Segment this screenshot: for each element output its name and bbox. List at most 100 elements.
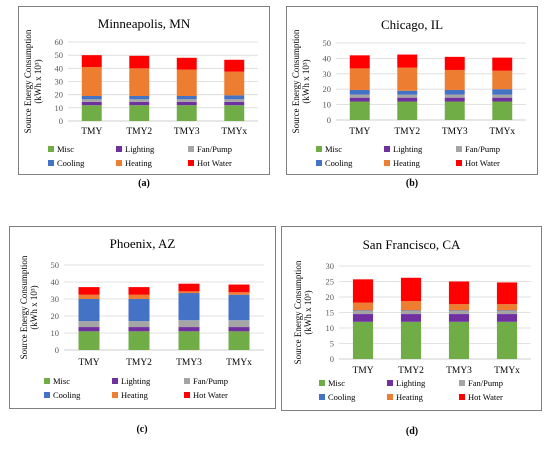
y-axis-label-line: Source Energy Consumption — [293, 260, 303, 364]
x-category-label: TMYx — [494, 366, 520, 376]
chart-title: San Francisco, CA — [363, 237, 461, 252]
chart-san-francisco: San Francisco, CA 0 5 10 15 20 25 30 Source Ener… — [293, 237, 531, 402]
bar-segment-misc — [397, 101, 418, 120]
bar-segment-hotwater — [178, 283, 200, 292]
bar-segment-cooling — [400, 310, 422, 311]
chart-frame — [9, 226, 276, 409]
y-axis-label: Source Energy Consumption(kWh x 10³) — [23, 29, 43, 133]
legend-label-cooling: Cooling — [53, 390, 81, 400]
bar-segment-lighting — [224, 101, 245, 106]
chart-phoenix: Phoenix, AZ 0 10 20 30 40 50 Source Energy Cons… — [19, 236, 264, 400]
legend-swatch-misc — [316, 146, 322, 152]
y-tick-label: 20 — [51, 311, 60, 321]
bar-segment-hotwater — [78, 287, 100, 295]
legend-label-heating: Heating — [125, 158, 153, 168]
y-axis-label: Source Energy Consumption(kWh x 10³) — [293, 260, 313, 364]
caption-a: (a) — [138, 178, 150, 189]
bar-segment-cooling — [448, 310, 470, 311]
y-tick-label: 20 — [326, 292, 335, 302]
bar-segment-misc — [129, 105, 150, 121]
y-tick-label: 0 — [55, 345, 59, 355]
bar-segment-misc — [128, 331, 150, 350]
bar-segment-hotwater — [176, 57, 197, 70]
legend-swatch-fanpump — [459, 380, 465, 386]
bar-segment-lighting — [178, 327, 200, 332]
bar-segment-heating — [128, 294, 150, 299]
bar-segment-heating — [228, 292, 250, 295]
chart-chicago: Chicago, IL 0 10 20 30 40 50 Source Energy Cons… — [291, 17, 526, 168]
x-category-label: TMY2 — [126, 127, 152, 137]
bar-segment-fanpump — [129, 99, 150, 102]
chart-panel-b: Chicago, IL 0 10 20 30 40 50 Source Energy Cons… — [286, 6, 538, 175]
bar-segment-heating — [492, 70, 513, 90]
chart-title: Chicago, IL — [381, 17, 443, 32]
legend-swatch-heating — [384, 160, 390, 166]
caption-b: (b) — [405, 178, 419, 189]
bar-segment-heating — [397, 67, 418, 91]
legend-label-misc: Misc — [57, 144, 74, 154]
legend-swatch-misc — [319, 380, 325, 386]
bar-segment-heating — [349, 68, 370, 90]
x-category-label: TMY3 — [442, 127, 468, 137]
chart-minneapolis: Minneapolis, MN 0 10 20 30 40 50 60 Source Energ… — [23, 16, 258, 168]
bar-segment-misc — [444, 101, 465, 120]
bar-segment-misc — [224, 105, 245, 121]
legend-label-hotwater: Hot Water — [468, 392, 503, 402]
x-category-label: TMY — [352, 366, 373, 376]
bar-segment-fanpump — [448, 310, 470, 315]
chart-title: Phoenix, AZ — [110, 236, 176, 251]
bar-segment-cooling — [496, 310, 518, 311]
bar-segment-heating — [352, 302, 374, 311]
chart-panel-a: Minneapolis, MN 0 10 20 30 40 50 60 Source Energ… — [18, 6, 270, 175]
bar-segment-misc — [81, 105, 102, 121]
chart-panel-d: San Francisco, CA 0 5 10 15 20 25 30 Source Ener… — [281, 226, 542, 411]
legend-swatch-hotwater — [459, 394, 465, 400]
legend-label-misc: Misc — [328, 378, 345, 388]
x-category-label: TMY3 — [176, 358, 202, 368]
y-tick-label: 25 — [326, 277, 335, 287]
y-tick-label: 30 — [326, 261, 335, 271]
bar-segment-lighting — [81, 101, 102, 106]
y-tick-label: 15 — [326, 308, 335, 318]
bar-segment-hotwater — [352, 279, 374, 303]
legend-swatch-cooling — [48, 160, 54, 166]
bar-segment-misc — [178, 331, 200, 350]
bar-segment-cooling — [492, 89, 513, 95]
y-tick-label: 40 — [323, 53, 332, 63]
bar-segment-misc — [352, 321, 374, 359]
legend-label-cooling: Cooling — [325, 158, 353, 168]
bar-segment-heating — [496, 304, 518, 311]
bar-segment-misc — [448, 321, 470, 359]
x-category-label: TMY3 — [446, 366, 472, 376]
bar-segment-heating — [178, 291, 200, 294]
bar-segment-misc — [496, 321, 518, 359]
bar-segment-heating — [400, 301, 422, 311]
legend-swatch-lighting — [384, 146, 390, 152]
legend-swatch-lighting — [387, 380, 393, 386]
bar-segment-fanpump — [496, 310, 518, 315]
y-tick-label: 10 — [323, 100, 332, 110]
bar-segment-lighting — [129, 101, 150, 106]
bar-segment-heating — [176, 69, 197, 96]
bar-segment-cooling — [178, 293, 200, 321]
y-tick-label: 50 — [323, 38, 332, 48]
bar-segment-misc — [400, 321, 422, 359]
x-category-label: TMYx — [221, 127, 247, 137]
caption-d: (d) — [405, 426, 419, 437]
bar-segment-fanpump — [81, 99, 102, 102]
y-axis-label-line: Source Energy Consumption — [23, 29, 33, 133]
y-tick-label: 30 — [55, 77, 64, 87]
y-tick-label: 0 — [330, 354, 334, 364]
bar-segment-hotwater — [448, 281, 470, 305]
bar-segment-cooling — [129, 95, 150, 100]
chart-title: Minneapolis, MN — [98, 16, 191, 31]
legend-swatch-lighting — [116, 146, 122, 152]
x-category-label: TMYx — [489, 127, 515, 137]
legend-label-lighting: Lighting — [125, 144, 155, 154]
y-axis-label-line: (kWh x 10³) — [29, 285, 39, 329]
legend-swatch-heating — [387, 394, 393, 400]
x-category-label: TMY — [81, 127, 102, 137]
x-category-label: TMY2 — [398, 366, 424, 376]
bar-segment-lighting — [349, 97, 370, 102]
y-tick-label: 5 — [330, 339, 334, 349]
